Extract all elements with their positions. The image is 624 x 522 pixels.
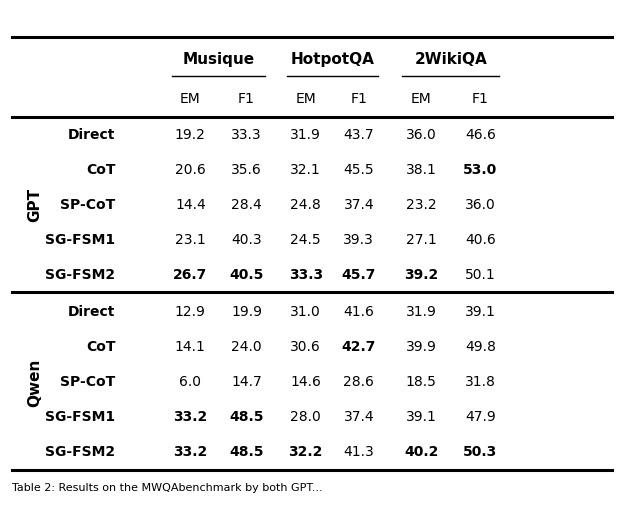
Text: 31.9: 31.9 bbox=[290, 128, 321, 142]
Text: 28.4: 28.4 bbox=[231, 198, 262, 212]
Text: 23.2: 23.2 bbox=[406, 198, 437, 212]
Text: 31.9: 31.9 bbox=[406, 305, 437, 319]
Text: 48.5: 48.5 bbox=[229, 445, 264, 459]
Text: SG-FSM2: SG-FSM2 bbox=[46, 445, 115, 459]
Text: 19.2: 19.2 bbox=[175, 128, 206, 142]
Text: 45.7: 45.7 bbox=[341, 268, 376, 282]
Text: 35.6: 35.6 bbox=[231, 163, 262, 177]
Text: 24.8: 24.8 bbox=[290, 198, 321, 212]
Text: CoT: CoT bbox=[86, 163, 115, 177]
Text: F1: F1 bbox=[238, 92, 255, 106]
Text: HotpotQA: HotpotQA bbox=[290, 52, 374, 67]
Text: 33.3: 33.3 bbox=[289, 268, 323, 282]
Text: 40.6: 40.6 bbox=[465, 233, 496, 247]
Text: 41.6: 41.6 bbox=[343, 305, 374, 319]
Text: 20.6: 20.6 bbox=[175, 163, 206, 177]
Text: 48.5: 48.5 bbox=[229, 410, 264, 424]
Text: 12.9: 12.9 bbox=[175, 305, 206, 319]
Text: EM: EM bbox=[411, 92, 432, 106]
Text: 30.6: 30.6 bbox=[290, 340, 321, 354]
Text: 27.1: 27.1 bbox=[406, 233, 437, 247]
Text: 39.9: 39.9 bbox=[406, 340, 437, 354]
Text: 14.7: 14.7 bbox=[231, 375, 262, 389]
Text: 24.0: 24.0 bbox=[231, 340, 262, 354]
Text: 14.6: 14.6 bbox=[290, 375, 321, 389]
Text: Qwen: Qwen bbox=[27, 358, 42, 407]
Text: 36.0: 36.0 bbox=[465, 198, 496, 212]
Text: 14.4: 14.4 bbox=[175, 198, 206, 212]
Text: 33.3: 33.3 bbox=[231, 128, 262, 142]
Text: SG-FSM2: SG-FSM2 bbox=[46, 268, 115, 282]
Text: 39.1: 39.1 bbox=[406, 410, 437, 424]
Text: SG-FSM1: SG-FSM1 bbox=[46, 410, 115, 424]
Text: 26.7: 26.7 bbox=[173, 268, 207, 282]
Text: 28.0: 28.0 bbox=[290, 410, 321, 424]
Text: 33.2: 33.2 bbox=[173, 410, 207, 424]
Text: 50.3: 50.3 bbox=[464, 445, 497, 459]
Text: 41.3: 41.3 bbox=[343, 445, 374, 459]
Text: 23.1: 23.1 bbox=[175, 233, 206, 247]
Text: 18.5: 18.5 bbox=[406, 375, 437, 389]
Text: EM: EM bbox=[295, 92, 316, 106]
Text: 43.7: 43.7 bbox=[343, 128, 374, 142]
Text: 14.1: 14.1 bbox=[175, 340, 206, 354]
Text: SP-CoT: SP-CoT bbox=[60, 198, 115, 212]
Text: 33.2: 33.2 bbox=[173, 445, 207, 459]
Text: SG-FSM1: SG-FSM1 bbox=[46, 233, 115, 247]
Text: 40.5: 40.5 bbox=[229, 268, 264, 282]
Text: 37.4: 37.4 bbox=[343, 198, 374, 212]
Text: 39.2: 39.2 bbox=[404, 268, 438, 282]
Text: 36.0: 36.0 bbox=[406, 128, 437, 142]
Text: 37.4: 37.4 bbox=[343, 410, 374, 424]
Text: 49.8: 49.8 bbox=[465, 340, 496, 354]
Text: Direct: Direct bbox=[68, 128, 115, 142]
Text: 47.9: 47.9 bbox=[465, 410, 496, 424]
Text: 24.5: 24.5 bbox=[290, 233, 321, 247]
Text: Direct: Direct bbox=[68, 305, 115, 319]
Text: Table 2: Results on the MWQAbenchmark by both GPT...: Table 2: Results on the MWQAbenchmark by… bbox=[12, 483, 323, 493]
Text: 46.6: 46.6 bbox=[465, 128, 496, 142]
Text: 28.6: 28.6 bbox=[343, 375, 374, 389]
Text: 32.1: 32.1 bbox=[290, 163, 321, 177]
Text: 40.2: 40.2 bbox=[404, 445, 439, 459]
Text: 53.0: 53.0 bbox=[464, 163, 497, 177]
Text: F1: F1 bbox=[350, 92, 368, 106]
Text: Musique: Musique bbox=[182, 52, 255, 67]
Text: 6.0: 6.0 bbox=[179, 375, 202, 389]
Text: 45.5: 45.5 bbox=[343, 163, 374, 177]
Text: F1: F1 bbox=[472, 92, 489, 106]
Text: 32.2: 32.2 bbox=[288, 445, 323, 459]
Text: 50.1: 50.1 bbox=[465, 268, 496, 282]
Text: 19.9: 19.9 bbox=[231, 305, 262, 319]
Text: 42.7: 42.7 bbox=[341, 340, 376, 354]
Text: GPT: GPT bbox=[27, 188, 42, 222]
Text: SP-CoT: SP-CoT bbox=[60, 375, 115, 389]
Text: 31.0: 31.0 bbox=[290, 305, 321, 319]
Text: 40.3: 40.3 bbox=[231, 233, 262, 247]
Text: CoT: CoT bbox=[86, 340, 115, 354]
Text: 2WikiQA: 2WikiQA bbox=[414, 52, 487, 67]
Text: 39.3: 39.3 bbox=[343, 233, 374, 247]
Text: EM: EM bbox=[180, 92, 201, 106]
Text: 38.1: 38.1 bbox=[406, 163, 437, 177]
Text: 31.8: 31.8 bbox=[465, 375, 496, 389]
Text: 39.1: 39.1 bbox=[465, 305, 496, 319]
